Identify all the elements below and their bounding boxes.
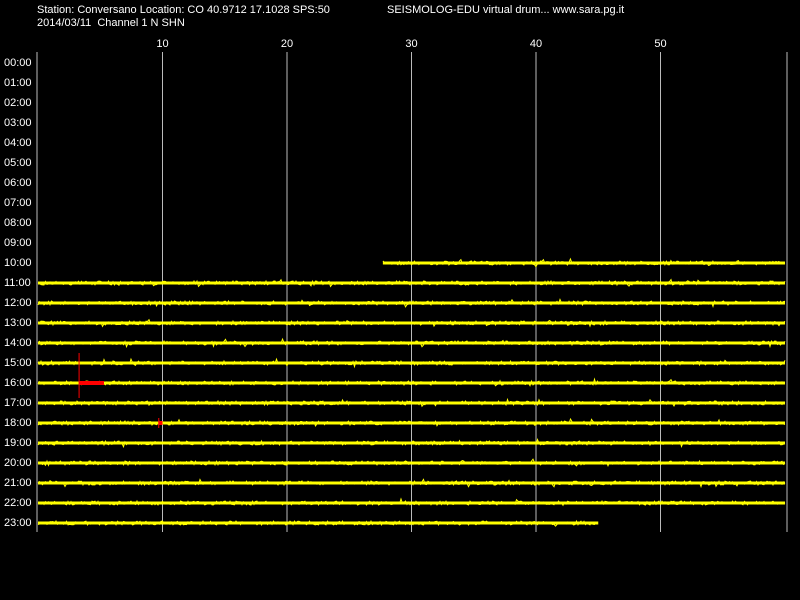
trace xyxy=(38,521,599,525)
hour-label: 21:00 xyxy=(4,477,32,489)
x-tick-label: 10 xyxy=(156,38,168,50)
trace-noise xyxy=(37,397,786,408)
x-tick-label: 20 xyxy=(281,38,293,50)
trace-noise xyxy=(37,298,786,309)
trace xyxy=(38,381,785,385)
hour-label: 05:00 xyxy=(4,157,32,169)
trace-noise xyxy=(37,318,786,328)
hour-label: 17:00 xyxy=(4,397,32,409)
hour-label: 10:00 xyxy=(4,257,32,269)
trace-noise xyxy=(38,458,786,467)
program-info: SEISMOLOG-EDU virtual drum... www.sara.p… xyxy=(387,4,624,16)
trace xyxy=(38,461,785,465)
trace-noise xyxy=(382,257,786,268)
hour-label: 18:00 xyxy=(4,417,32,429)
hour-label: 20:00 xyxy=(4,457,32,469)
hour-label: 22:00 xyxy=(4,497,32,509)
event xyxy=(158,421,163,425)
hour-label: 09:00 xyxy=(4,237,32,249)
hour-label: 14:00 xyxy=(4,337,32,349)
trace-noise xyxy=(37,357,786,369)
hour-label: 16:00 xyxy=(4,377,32,389)
hour-label: 06:00 xyxy=(4,177,32,189)
hour-label: 04:00 xyxy=(4,137,32,149)
station-info: Station: Conversano Location: CO 40.9712… xyxy=(37,4,330,16)
trace xyxy=(38,401,785,405)
hour-label: 03:00 xyxy=(4,117,32,129)
hour-label: 19:00 xyxy=(4,437,32,449)
x-tick-label: 40 xyxy=(530,38,542,50)
hour-label: 08:00 xyxy=(4,217,32,229)
trace xyxy=(38,301,785,305)
hour-label: 02:00 xyxy=(4,97,32,109)
hour-label: 01:00 xyxy=(4,77,32,89)
hour-label: 07:00 xyxy=(4,197,32,209)
trace-noise xyxy=(37,478,786,489)
x-tick-label: 30 xyxy=(405,38,417,50)
x-tick-label: 50 xyxy=(654,38,666,50)
trace xyxy=(38,341,785,345)
hour-label: 15:00 xyxy=(4,357,32,369)
event xyxy=(79,381,104,385)
hour-label: 00:00 xyxy=(4,57,32,69)
hour-label: 12:00 xyxy=(4,297,32,309)
trace-noise xyxy=(37,337,786,349)
trace-noise xyxy=(38,497,786,507)
trace-noise xyxy=(37,278,786,288)
trace xyxy=(38,281,785,285)
hour-label: 11:00 xyxy=(4,277,31,289)
hour-label: 13:00 xyxy=(4,317,32,329)
trace-noise xyxy=(37,437,786,449)
trace xyxy=(38,361,785,365)
trace-noise xyxy=(37,377,786,387)
hour-label: 23:00 xyxy=(4,517,32,529)
trace-noise xyxy=(37,519,598,527)
date-channel: 2014/03/11 Channel 1 N SHN xyxy=(37,17,185,29)
